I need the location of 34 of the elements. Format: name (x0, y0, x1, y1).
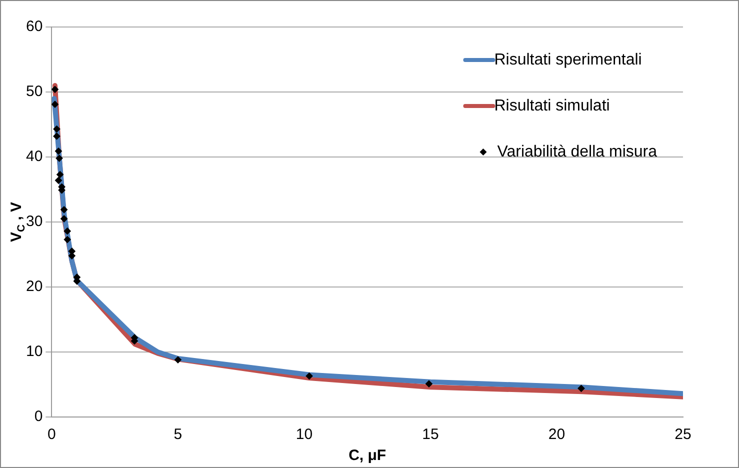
x-tick-label: 5 (174, 426, 182, 444)
point (306, 372, 313, 380)
y-tick-label: 10 (26, 343, 43, 360)
legend-label: Risultati sperimentali (494, 51, 642, 68)
point (56, 171, 64, 178)
y-tick-label: 20 (26, 278, 43, 296)
legend-label: Risultati simulati (494, 97, 610, 114)
x-tick-label: 0 (48, 426, 56, 444)
point (425, 380, 432, 388)
x-tick-label: 10 (296, 426, 313, 444)
point (60, 206, 68, 214)
point (56, 154, 63, 162)
point (174, 356, 182, 364)
y-tick-label: 60 (26, 18, 43, 36)
y-axis-title: VC , V (8, 202, 28, 242)
y-tick-label: 50 (26, 83, 43, 100)
point (64, 236, 71, 244)
point (578, 384, 585, 392)
y-tick-label: 40 (26, 148, 43, 166)
x-tick-label: 20 (548, 426, 566, 444)
point (52, 100, 58, 108)
point (55, 176, 62, 184)
point (60, 215, 68, 222)
point (53, 126, 60, 133)
point (55, 148, 62, 155)
point (64, 228, 71, 235)
x-tick-label: 25 (674, 426, 692, 444)
x-axis-title: C, μF (348, 447, 386, 464)
y-tick-label: 30 (26, 213, 43, 230)
point (53, 132, 60, 140)
legend-label: Variabilità della misura (497, 143, 658, 160)
x-tick-label: 15 (422, 426, 439, 444)
point (52, 86, 58, 93)
y-tick-label: 0 (34, 408, 43, 426)
